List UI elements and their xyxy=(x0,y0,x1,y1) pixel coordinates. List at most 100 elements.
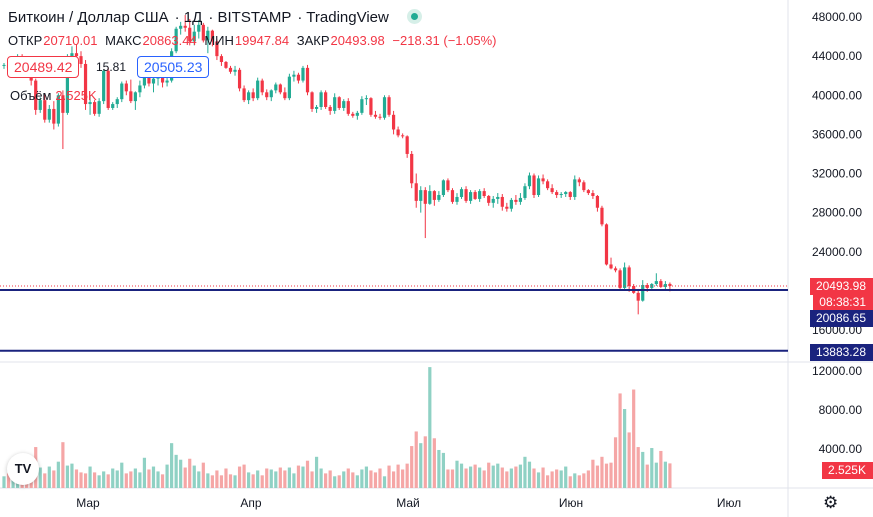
candle-body xyxy=(111,104,115,108)
volume-bar xyxy=(527,461,532,488)
volume-bar xyxy=(559,470,563,488)
volume-bar xyxy=(609,462,613,488)
candle-body xyxy=(613,268,618,271)
volume-bar xyxy=(500,467,504,488)
candle-body xyxy=(346,101,350,114)
candle-body xyxy=(333,97,337,111)
candle-body xyxy=(518,197,523,202)
volume-bar xyxy=(160,474,165,488)
candle-body xyxy=(183,25,187,28)
volume-bar xyxy=(441,452,446,488)
candle-body xyxy=(369,98,373,115)
volume-bar xyxy=(582,473,586,488)
countdown-label: 08:38:31 xyxy=(813,294,873,311)
volume-bar xyxy=(206,473,210,488)
candle-body xyxy=(319,92,323,107)
volume-bar xyxy=(47,466,51,488)
volume-bar xyxy=(636,447,640,488)
volume-bar xyxy=(201,462,205,488)
volume-bar xyxy=(627,432,631,488)
gear-icon[interactable]: ⚙ xyxy=(823,493,839,512)
candle-body xyxy=(441,180,446,196)
volume-bar xyxy=(287,467,291,488)
volume-bar xyxy=(555,469,559,488)
candle-body xyxy=(314,106,319,109)
candle-body xyxy=(124,83,128,92)
buy-button[interactable]: 20505.23 xyxy=(137,56,210,78)
market-status-icon xyxy=(407,9,423,24)
volume-bar xyxy=(269,469,273,488)
candle-body xyxy=(396,129,400,136)
candle-body xyxy=(342,101,346,108)
volume-bar xyxy=(38,467,42,488)
sell-button[interactable]: 20489.42 xyxy=(7,56,80,78)
volume-bar xyxy=(577,475,581,488)
time-tick-label: Апр xyxy=(240,496,262,510)
candle-body xyxy=(641,285,645,301)
volume-bar xyxy=(419,443,423,488)
volume-bar xyxy=(138,472,142,488)
volume-bar xyxy=(61,442,65,488)
symbol-name[interactable]: Биткоин / Доллар США xyxy=(8,9,169,26)
hline-2-label[interactable]: 13883.28 xyxy=(809,344,873,361)
volume-bar xyxy=(129,471,133,488)
candle-body xyxy=(138,85,142,93)
volume-bar xyxy=(74,469,79,488)
volume-bar xyxy=(70,463,74,488)
volume-bar xyxy=(260,475,264,488)
volume-bar xyxy=(654,462,658,488)
volume-bar xyxy=(147,469,151,488)
volume-bar xyxy=(364,466,368,488)
candle-body xyxy=(514,199,518,202)
volume-bar xyxy=(396,464,400,488)
price-tick-label: 48000.00 xyxy=(812,10,862,24)
candle-body xyxy=(192,31,196,42)
time-tick-label: Июн xyxy=(559,496,583,510)
symbol-header[interactable]: Биткоин / Доллар США · 1Д · BITSTAMP · Trad… xyxy=(8,9,428,26)
volume-bar xyxy=(228,474,233,488)
candle-body xyxy=(337,97,341,108)
interval-label[interactable]: 1Д xyxy=(183,9,203,26)
volume-bar xyxy=(115,470,119,488)
volume-bar xyxy=(482,470,486,488)
volume-bar xyxy=(387,465,391,488)
candle-body xyxy=(468,192,473,201)
volume-bar xyxy=(188,458,192,488)
hline-1-label[interactable]: 20086.65 xyxy=(809,310,873,327)
candle-body xyxy=(224,61,228,68)
candle-body xyxy=(491,198,495,203)
volume-bar xyxy=(450,469,455,488)
candle-body xyxy=(133,92,137,102)
volume-bar xyxy=(410,446,414,488)
candle-body xyxy=(645,285,649,288)
source-label: TradingView xyxy=(306,9,389,26)
time-tick-label: Июл xyxy=(717,496,741,510)
candle-body xyxy=(52,108,56,124)
volume-bar xyxy=(319,468,323,488)
volume-bar xyxy=(278,467,282,488)
volume-bar xyxy=(342,471,346,488)
candle-body xyxy=(618,270,622,288)
volume-bar xyxy=(446,469,450,488)
low-label: МИН xyxy=(204,33,234,48)
candle-body xyxy=(446,180,450,191)
price-tick-label: 44000.00 xyxy=(812,49,862,63)
candle-body xyxy=(573,179,577,197)
candle-body xyxy=(197,24,201,32)
volume-bar xyxy=(237,466,242,488)
spread-value: 15.81 xyxy=(96,60,127,74)
candle-body xyxy=(274,84,278,91)
volume-bar xyxy=(568,476,572,488)
candle-body xyxy=(310,92,314,109)
candle-body xyxy=(174,28,178,52)
volume-bar xyxy=(505,471,509,488)
volume-bar xyxy=(650,448,654,488)
tradingview-logo-icon[interactable]: TV xyxy=(7,453,39,485)
price-tick-label: 28000.00 xyxy=(812,206,862,220)
candle-body xyxy=(278,84,282,93)
candle-body xyxy=(437,195,441,200)
candle-body xyxy=(233,69,237,72)
candle-body xyxy=(2,64,6,66)
volume-bar xyxy=(133,468,137,488)
